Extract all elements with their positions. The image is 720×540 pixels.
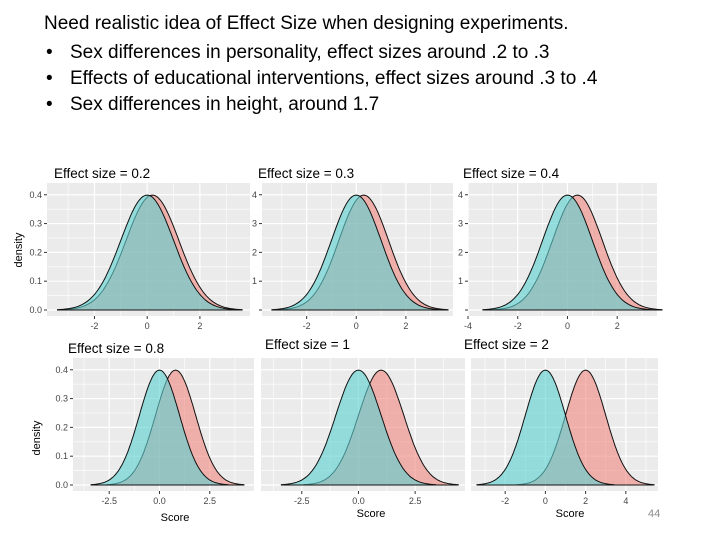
y-tick-label: 4 — [252, 190, 257, 200]
x-axis-label: Score — [556, 508, 585, 520]
density-curve-group-a — [476, 369, 615, 486]
y-tick-label: 1 — [458, 276, 463, 286]
y-tick-label: 0.0 — [55, 480, 68, 490]
panel-title: Effect size = 1 — [265, 337, 350, 352]
y-tick-label: 2 — [458, 247, 463, 257]
x-tick-label: 0.0 — [153, 496, 166, 506]
bullet-item: Sex differences in personality, effect s… — [44, 40, 597, 66]
x-tick-label: -2 — [501, 496, 509, 506]
x-tick-label: 0 — [565, 321, 570, 331]
y-tick-label: 0.1 — [29, 276, 42, 286]
x-tick-label: 2 — [197, 321, 202, 331]
density-curve-group-a — [90, 369, 229, 486]
y-axis-label: density — [31, 420, 43, 455]
density-curve-group-a — [482, 194, 653, 311]
x-tick-label: -2 — [90, 321, 98, 331]
y-tick-label: 2 — [252, 247, 257, 257]
x-tick-label: -2.5 — [101, 496, 117, 506]
x-axis-label: Score — [357, 508, 386, 520]
density-curve-group-a — [57, 194, 238, 311]
slide-number: 44 — [648, 508, 661, 520]
x-tick-label: 4 — [623, 496, 628, 506]
x-tick-label: 0 — [354, 321, 359, 331]
x-tick-label: 2.5 — [203, 496, 216, 506]
bullet-item: Sex differences in height, around 1.7 — [44, 92, 597, 118]
x-tick-label: 0.0 — [352, 496, 365, 506]
density-panel: -2.5 0.0 2.5 Effect size = 1 Score — [261, 337, 465, 520]
bullet-list: Sex differences in personality, effect s… — [44, 40, 597, 118]
slide-heading: Need realistic idea of Effect Size when … — [44, 13, 569, 34]
density-panel: -2 0 2 4 Effect size = 2 Score — [464, 337, 658, 520]
panel-title: Effect size = 2 — [464, 337, 549, 352]
y-axis-label: density — [13, 232, 25, 267]
x-tick-label: 2.5 — [409, 496, 422, 506]
density-curve-group-a — [280, 369, 436, 486]
y-tick-label: 1 — [252, 276, 257, 286]
density-curve-group-a — [271, 194, 442, 311]
x-tick-label: -2 — [514, 321, 522, 331]
x-tick-label: 0 — [145, 321, 150, 331]
x-tick-label: -4 — [464, 321, 472, 331]
y-tick-label: 0.4 — [29, 190, 42, 200]
y-tick-label: 0.4 — [55, 365, 68, 375]
x-tick-label: 2 — [583, 496, 588, 506]
panel-title: Effect size = 0.4 — [463, 166, 560, 181]
x-tick-label: 0 — [543, 496, 548, 506]
x-tick-label: 2 — [403, 321, 408, 331]
y-tick-label: 0.3 — [55, 394, 68, 404]
bullet-item: Effects of educational interventions, ef… — [44, 66, 597, 92]
x-tick-label: -2 — [303, 321, 311, 331]
y-tick-label: 3 — [252, 219, 257, 229]
y-tick-label: 0.2 — [29, 247, 42, 257]
x-tick-label: 2 — [615, 321, 620, 331]
density-panel: -2 0 2 0.0 0.1 0.2 0.3 0.4 Effect size = 0.2 dens… — [13, 166, 250, 331]
y-tick-label: 4 — [458, 190, 463, 200]
y-tick-label: 0.3 — [29, 219, 42, 229]
y-tick-label: 0.1 — [55, 451, 68, 461]
x-tick-label: -2.5 — [294, 496, 310, 506]
y-tick-label: 0.0 — [29, 305, 42, 315]
panel-title: Effect size = 0.2 — [54, 166, 150, 181]
x-axis-label: Score — [161, 512, 190, 524]
panel-title: Effect size = 0.8 — [68, 341, 164, 356]
y-tick-label: 0.2 — [55, 422, 68, 432]
panel-title: Effect size = 0.3 — [258, 166, 354, 181]
y-tick-label: 3 — [458, 219, 463, 229]
